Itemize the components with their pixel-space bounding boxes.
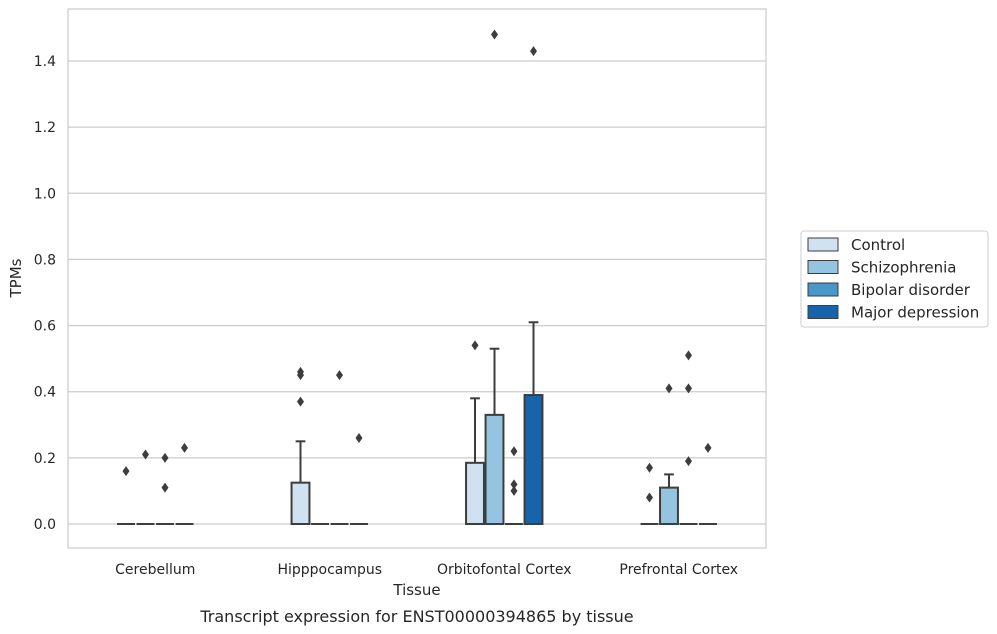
box-control xyxy=(117,466,135,525)
box-body xyxy=(290,481,311,525)
outlier-point xyxy=(510,446,518,457)
y-axis-label: TPMs xyxy=(7,258,25,298)
outlier-point xyxy=(646,462,653,473)
box-major-depression xyxy=(699,442,717,525)
y-tick-label: 1.0 xyxy=(34,186,56,202)
box-body xyxy=(484,413,505,525)
box-major-depression xyxy=(175,442,194,525)
outlier-point xyxy=(142,449,149,460)
outlier-point xyxy=(646,492,653,503)
legend-label: Major depression xyxy=(851,304,979,322)
outlier-point xyxy=(161,452,169,463)
outlier-point xyxy=(685,350,692,361)
y-tick-label: 1.4 xyxy=(34,54,56,70)
y-tick-label: 0.2 xyxy=(34,451,56,467)
box-major-depression xyxy=(523,46,544,525)
x-tick-label: Hipppocampus xyxy=(277,562,382,578)
y-tick-label: 0.0 xyxy=(34,517,56,533)
outlier-point xyxy=(510,479,518,490)
outlier-point xyxy=(530,46,537,57)
boxes-layer xyxy=(117,29,717,526)
legend-label: Bipolar disorder xyxy=(851,281,971,299)
y-tick-label: 0.4 xyxy=(34,385,56,401)
chart-caption: Transcript expression for ENST0000039486… xyxy=(199,607,633,626)
outlier-point xyxy=(181,442,188,453)
grid-lines xyxy=(68,60,766,525)
box-control xyxy=(640,462,659,525)
x-axis-label: Tissue xyxy=(392,581,440,599)
legend: Control Schizophrenia Bipolar disorder Majo… xyxy=(800,230,989,328)
box-control xyxy=(465,340,485,526)
legend-swatch xyxy=(807,282,839,297)
outlier-point xyxy=(336,370,343,381)
box-body xyxy=(523,394,544,525)
legend-swatch xyxy=(807,237,839,252)
x-tick-label: Cerebellum xyxy=(115,562,195,578)
x-tick-label: Prefrontal Cortex xyxy=(619,562,738,578)
box-schizophrenia xyxy=(484,29,505,525)
outlier-point xyxy=(685,383,692,394)
y-tick-label: 0.8 xyxy=(34,252,56,268)
box-bipolar-disorder xyxy=(330,370,349,525)
box-major-depression xyxy=(350,433,368,525)
box-bipolar-disorder xyxy=(505,446,523,525)
outlier-point xyxy=(355,433,363,444)
y-tick-label: 0.6 xyxy=(34,319,56,335)
box-body xyxy=(465,461,485,526)
outlier-point xyxy=(297,366,304,377)
legend-swatch xyxy=(807,305,839,319)
x-axis-ticks: Cerebellum Hipppocampus Orbitofontal Corte… xyxy=(115,562,738,578)
legend-label: Control xyxy=(851,236,905,254)
outlier-point xyxy=(665,383,673,394)
box-body xyxy=(659,486,679,525)
box-bipolar-disorder xyxy=(156,452,174,525)
legend-swatch xyxy=(807,260,839,274)
y-axis-ticks: 0.0 0.2 0.4 0.6 0.8 1.0 1.2 1.4 xyxy=(34,54,56,533)
outlier-point xyxy=(704,442,712,453)
outlier-point xyxy=(685,456,692,467)
outlier-point xyxy=(297,396,304,407)
outlier-point xyxy=(510,485,518,496)
outlier-point xyxy=(122,466,130,477)
box-schizophrenia xyxy=(659,383,679,525)
box-control xyxy=(290,366,311,525)
x-tick-label: Orbitofontal Cortex xyxy=(437,562,572,578)
legend-label: Schizophrenia xyxy=(851,259,956,277)
legend-frame xyxy=(800,230,989,328)
y-tick-label: 1.2 xyxy=(34,120,56,136)
outlier-point xyxy=(491,29,498,40)
outlier-point xyxy=(161,482,169,493)
box-schizophrenia xyxy=(136,449,155,525)
plot-frame xyxy=(67,8,767,549)
box-bipolar-disorder xyxy=(679,350,698,525)
outlier-point xyxy=(471,340,479,351)
